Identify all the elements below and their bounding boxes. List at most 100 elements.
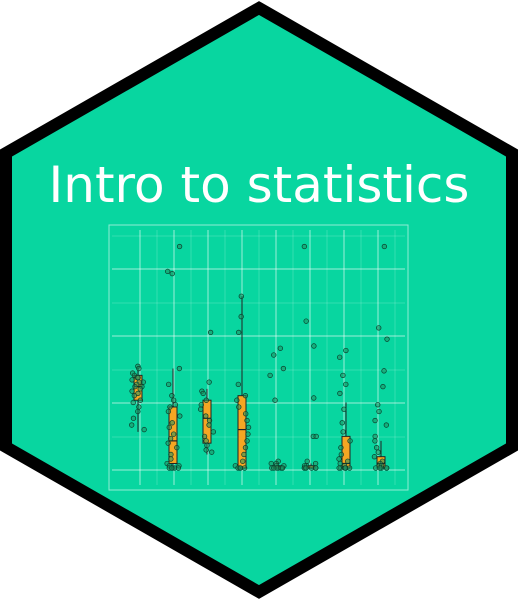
data-point — [204, 442, 210, 449]
data-point — [383, 422, 389, 428]
boxplot-group — [371, 243, 390, 471]
boxplot-group — [301, 243, 319, 471]
data-point — [135, 374, 141, 381]
data-point — [340, 372, 346, 378]
data-point — [245, 424, 252, 430]
sticker-title: Intro to statistics — [49, 156, 470, 214]
data-point — [165, 381, 172, 388]
data-point — [372, 433, 378, 440]
data-point — [129, 388, 135, 394]
data-point — [238, 313, 244, 320]
data-point — [130, 415, 137, 421]
boxplot-group — [164, 243, 183, 471]
data-point — [280, 365, 287, 372]
data-point — [176, 243, 183, 250]
data-point — [137, 386, 143, 392]
data-point — [277, 345, 283, 351]
boxplot-group — [129, 363, 147, 433]
data-point — [203, 397, 209, 403]
data-point — [168, 451, 174, 458]
boxplot-group — [198, 329, 217, 455]
data-point — [168, 465, 175, 471]
data-point — [242, 393, 249, 399]
data-point — [372, 438, 378, 444]
data-point — [303, 318, 309, 324]
data-point — [135, 408, 141, 415]
data-point — [171, 431, 177, 437]
data-point — [242, 445, 249, 451]
data-point — [279, 465, 286, 471]
plot-panel — [108, 224, 409, 491]
data-point — [172, 402, 179, 408]
data-point — [169, 393, 175, 399]
data-point — [336, 465, 342, 471]
data-point — [131, 393, 137, 399]
data-point — [141, 426, 147, 433]
data-point — [203, 413, 209, 419]
data-point — [203, 438, 209, 444]
data-point — [165, 268, 171, 275]
data-point — [342, 465, 348, 471]
data-point — [341, 406, 347, 412]
data-point — [373, 465, 379, 471]
data-point — [206, 422, 212, 428]
data-point — [171, 397, 177, 403]
data-point — [311, 395, 317, 401]
data-point — [337, 390, 343, 397]
data-point — [346, 465, 353, 471]
data-point — [375, 402, 381, 408]
data-point — [169, 420, 175, 426]
data-point — [376, 408, 382, 415]
data-point — [380, 383, 386, 390]
boxplot-group — [336, 347, 353, 471]
data-point — [271, 352, 277, 358]
data-point — [206, 379, 212, 385]
data-point — [234, 397, 240, 403]
data-point — [304, 458, 310, 464]
data-point — [244, 417, 250, 424]
data-point — [129, 377, 135, 383]
data-point — [130, 399, 136, 406]
data-point — [244, 438, 250, 444]
data-point — [271, 465, 277, 471]
data-point — [268, 460, 274, 467]
data-point — [177, 413, 183, 419]
data-point — [198, 402, 204, 408]
data-point — [343, 381, 349, 388]
data-point — [167, 404, 173, 410]
data-point — [200, 390, 206, 397]
data-point — [166, 424, 172, 430]
data-point — [206, 417, 213, 424]
data-point — [383, 465, 390, 471]
data-point — [245, 431, 251, 437]
data-point — [384, 336, 390, 342]
data-point — [339, 420, 345, 426]
data-point — [174, 445, 180, 451]
data-point — [371, 454, 378, 460]
data-point — [240, 458, 246, 464]
data-point — [373, 445, 380, 451]
data-point — [201, 433, 208, 440]
data-point — [203, 447, 209, 453]
data-point — [345, 458, 351, 464]
data-point — [312, 460, 319, 467]
data-point — [168, 456, 174, 462]
data-point — [136, 404, 142, 410]
boxplot-group — [267, 345, 287, 471]
data-point — [241, 465, 248, 471]
boxplot-group — [232, 293, 252, 471]
data-point — [313, 465, 319, 471]
data-point — [207, 329, 214, 336]
plot-gridlines — [112, 230, 405, 485]
data-point — [340, 429, 346, 435]
data-point — [243, 411, 249, 417]
data-point — [343, 347, 349, 354]
data-point — [338, 451, 344, 458]
data-point — [272, 397, 278, 403]
data-point — [375, 449, 381, 455]
data-point — [235, 381, 241, 388]
data-point — [129, 422, 135, 428]
data-point — [311, 343, 317, 349]
